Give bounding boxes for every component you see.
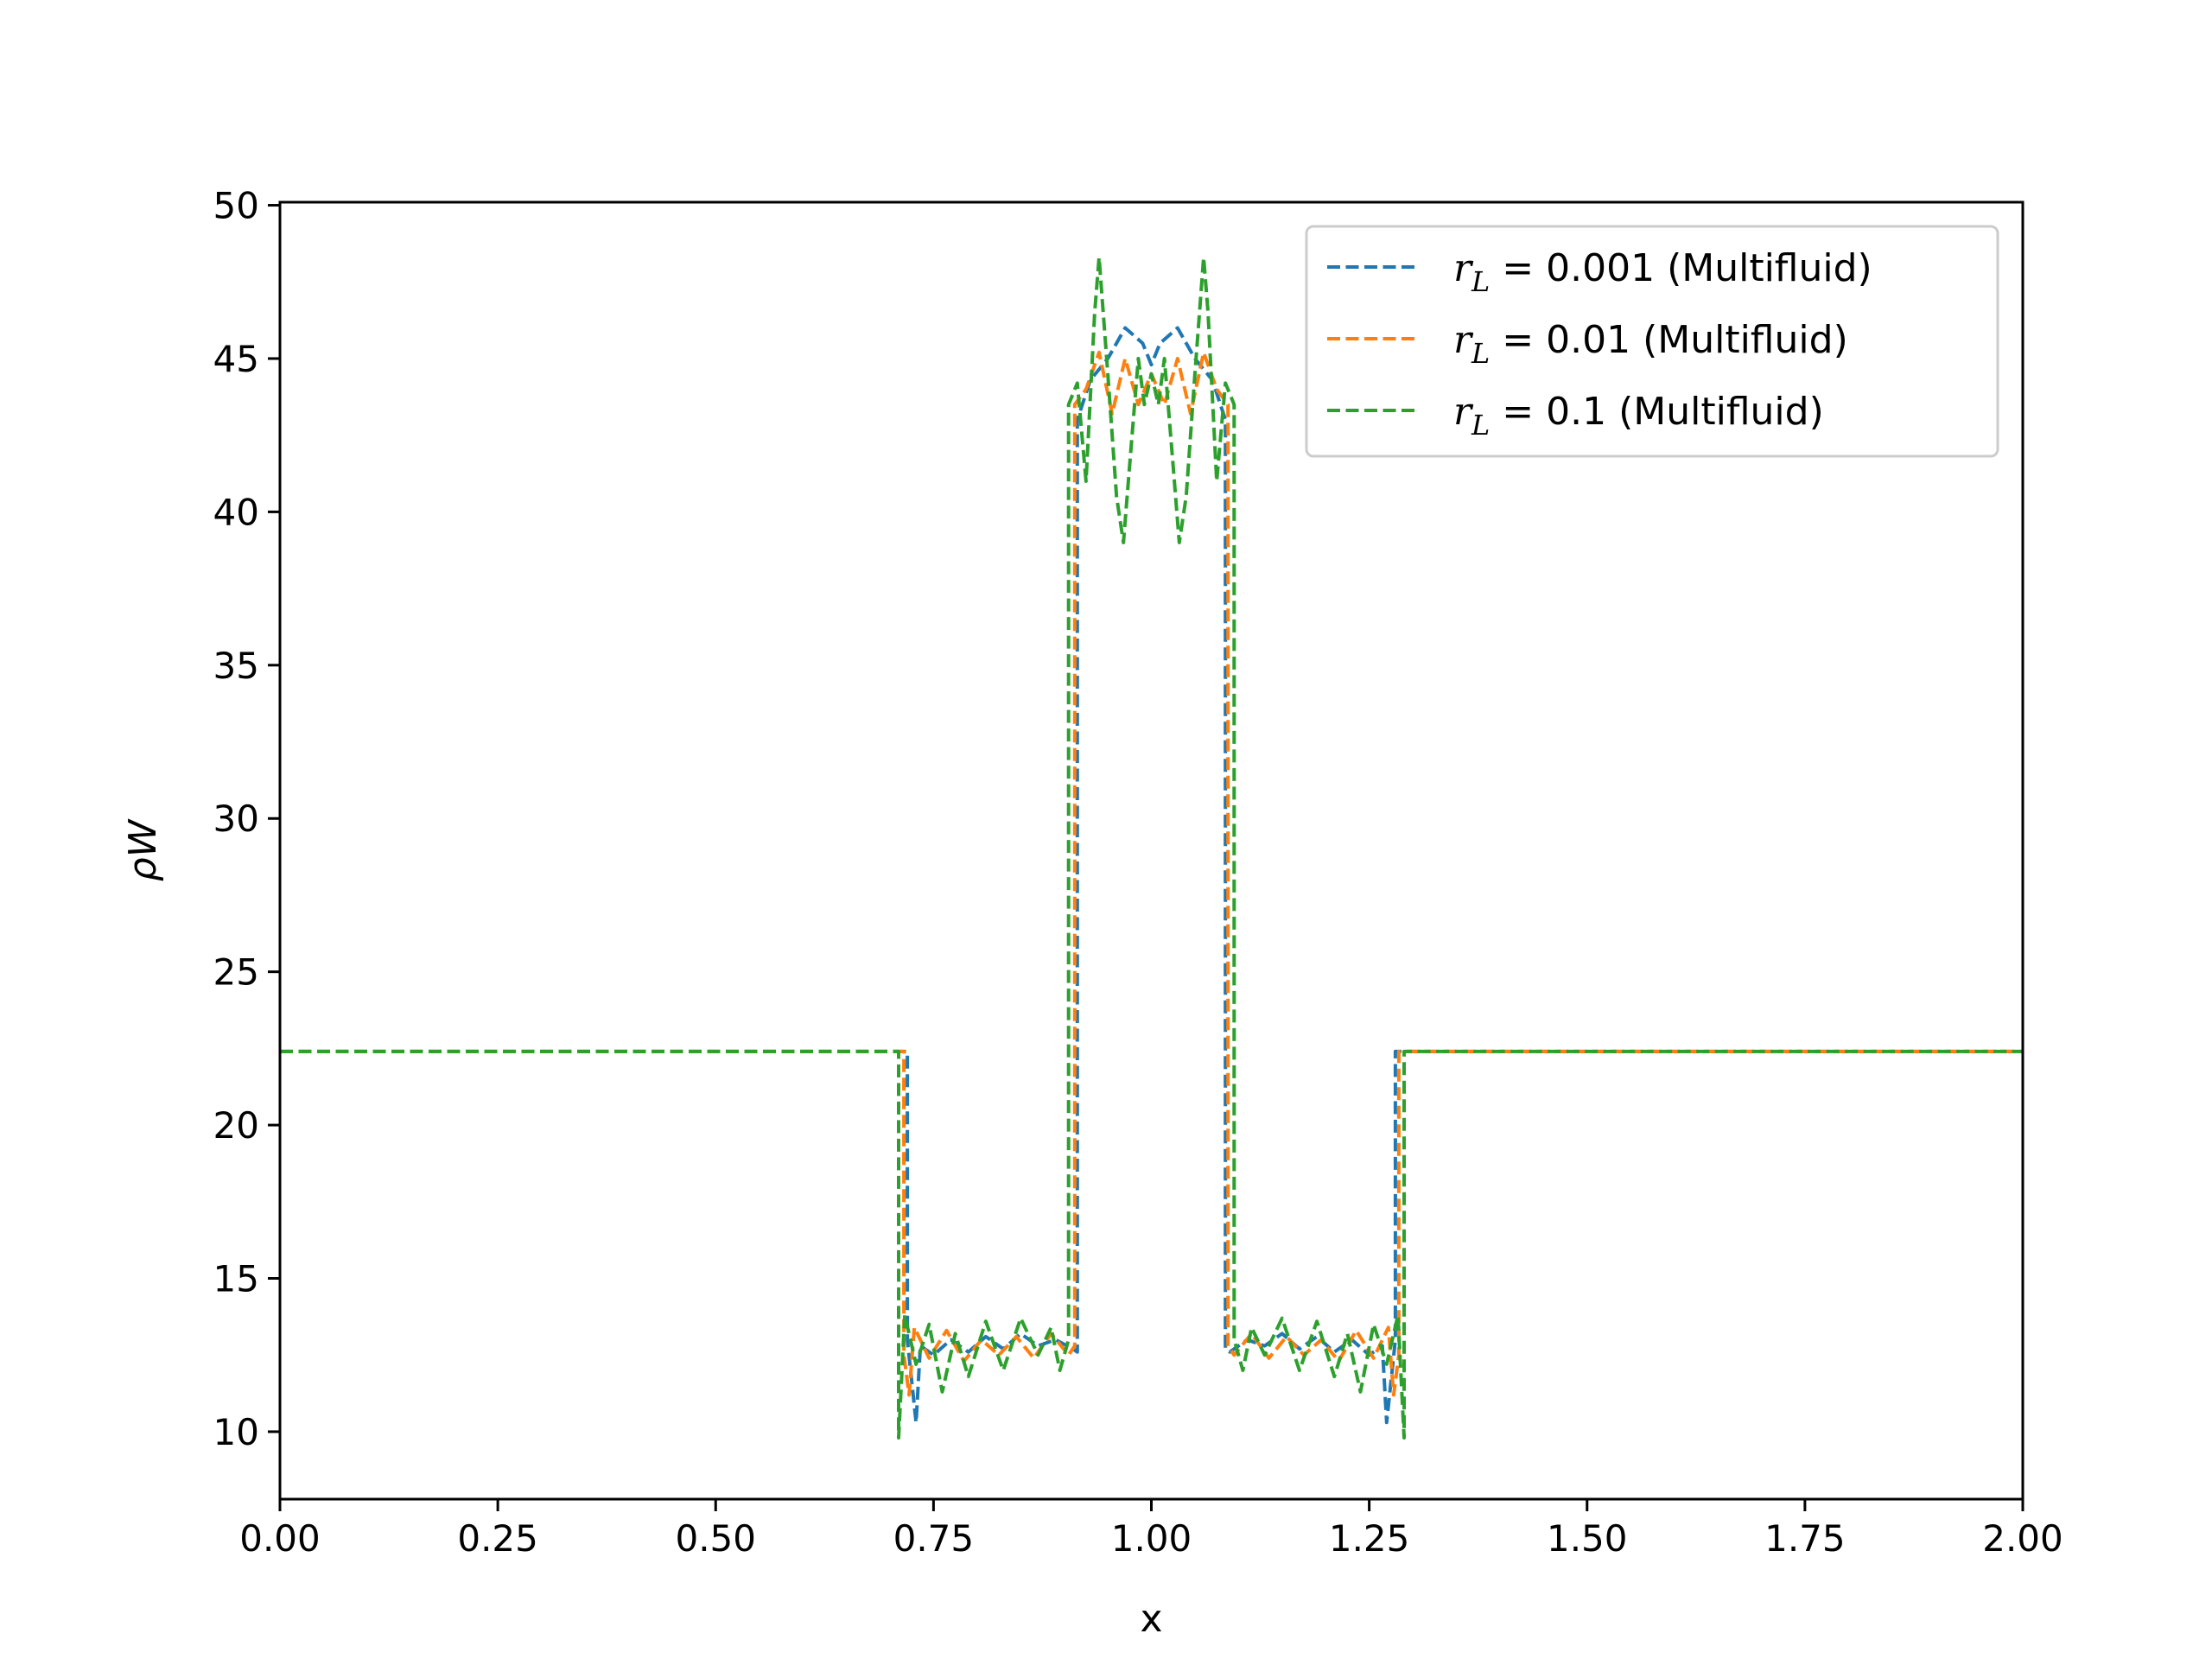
legend-variable: r [1453, 246, 1474, 290]
y-tick-label: 40 [213, 491, 259, 533]
y-tick-label: 15 [213, 1258, 259, 1300]
legend-entry-3: rL = 0.1 (Multifluid) [1453, 390, 1824, 442]
plot-area-frame [278, 200, 2024, 1501]
x-tick-label: 1.00 [1111, 1517, 1192, 1560]
y-axis-label: ρW [121, 818, 165, 881]
legend: rL = 0.001 (Multifluid)rL = 0.01 (Multif… [1305, 225, 1999, 458]
legend-entry-1: rL = 0.001 (Multifluid) [1453, 246, 1872, 298]
legend-label-text: = 0.1 (Multifluid) [1490, 390, 1823, 434]
y-tick-label: 50 [213, 185, 259, 227]
x-tick-label: 1.75 [1764, 1517, 1846, 1560]
x-tick-label: 0.50 [675, 1517, 756, 1560]
series-line-1 [280, 326, 2023, 1425]
y-tick-label: 35 [213, 645, 259, 687]
x-tick-label: 0.25 [457, 1517, 538, 1560]
legend-subscript: L [1471, 265, 1490, 298]
legend-subscript: L [1471, 337, 1490, 370]
y-tick-label: 30 [213, 798, 259, 840]
series-layer [280, 255, 2023, 1440]
legend-subscript: L [1471, 409, 1490, 442]
legend-variable: r [1453, 390, 1474, 434]
x-axis-label: x [1140, 1597, 1162, 1641]
x-axis-ticks: 0.00 0.25 0.50 0.75 1.00 1.25 1.50 1.75 2.00 [239, 1499, 2063, 1560]
y-tick-label: 25 [213, 951, 259, 994]
y-tick-label: 20 [213, 1104, 259, 1147]
x-tick-label: 1.25 [1329, 1517, 1410, 1560]
legend-variable: r [1453, 318, 1474, 362]
x-tick-label: 0.00 [239, 1517, 321, 1560]
x-tick-label: 0.75 [893, 1517, 975, 1560]
legend-label-text: = 0.01 (Multifluid) [1490, 318, 1847, 362]
y-tick-label: 10 [213, 1411, 259, 1453]
x-tick-label: 2.00 [1982, 1517, 2063, 1560]
y-axis-ticks: 10 15 20 25 30 35 40 45 50 [213, 185, 280, 1453]
series-line-3 [280, 255, 2023, 1440]
legend-label-text: = 0.001 (Multifluid) [1490, 246, 1872, 290]
y-tick-label: 45 [213, 338, 259, 380]
legend-entry-2: rL = 0.01 (Multifluid) [1453, 318, 1848, 370]
x-tick-label: 1.50 [1547, 1517, 1628, 1560]
legend-box [1305, 225, 1999, 458]
